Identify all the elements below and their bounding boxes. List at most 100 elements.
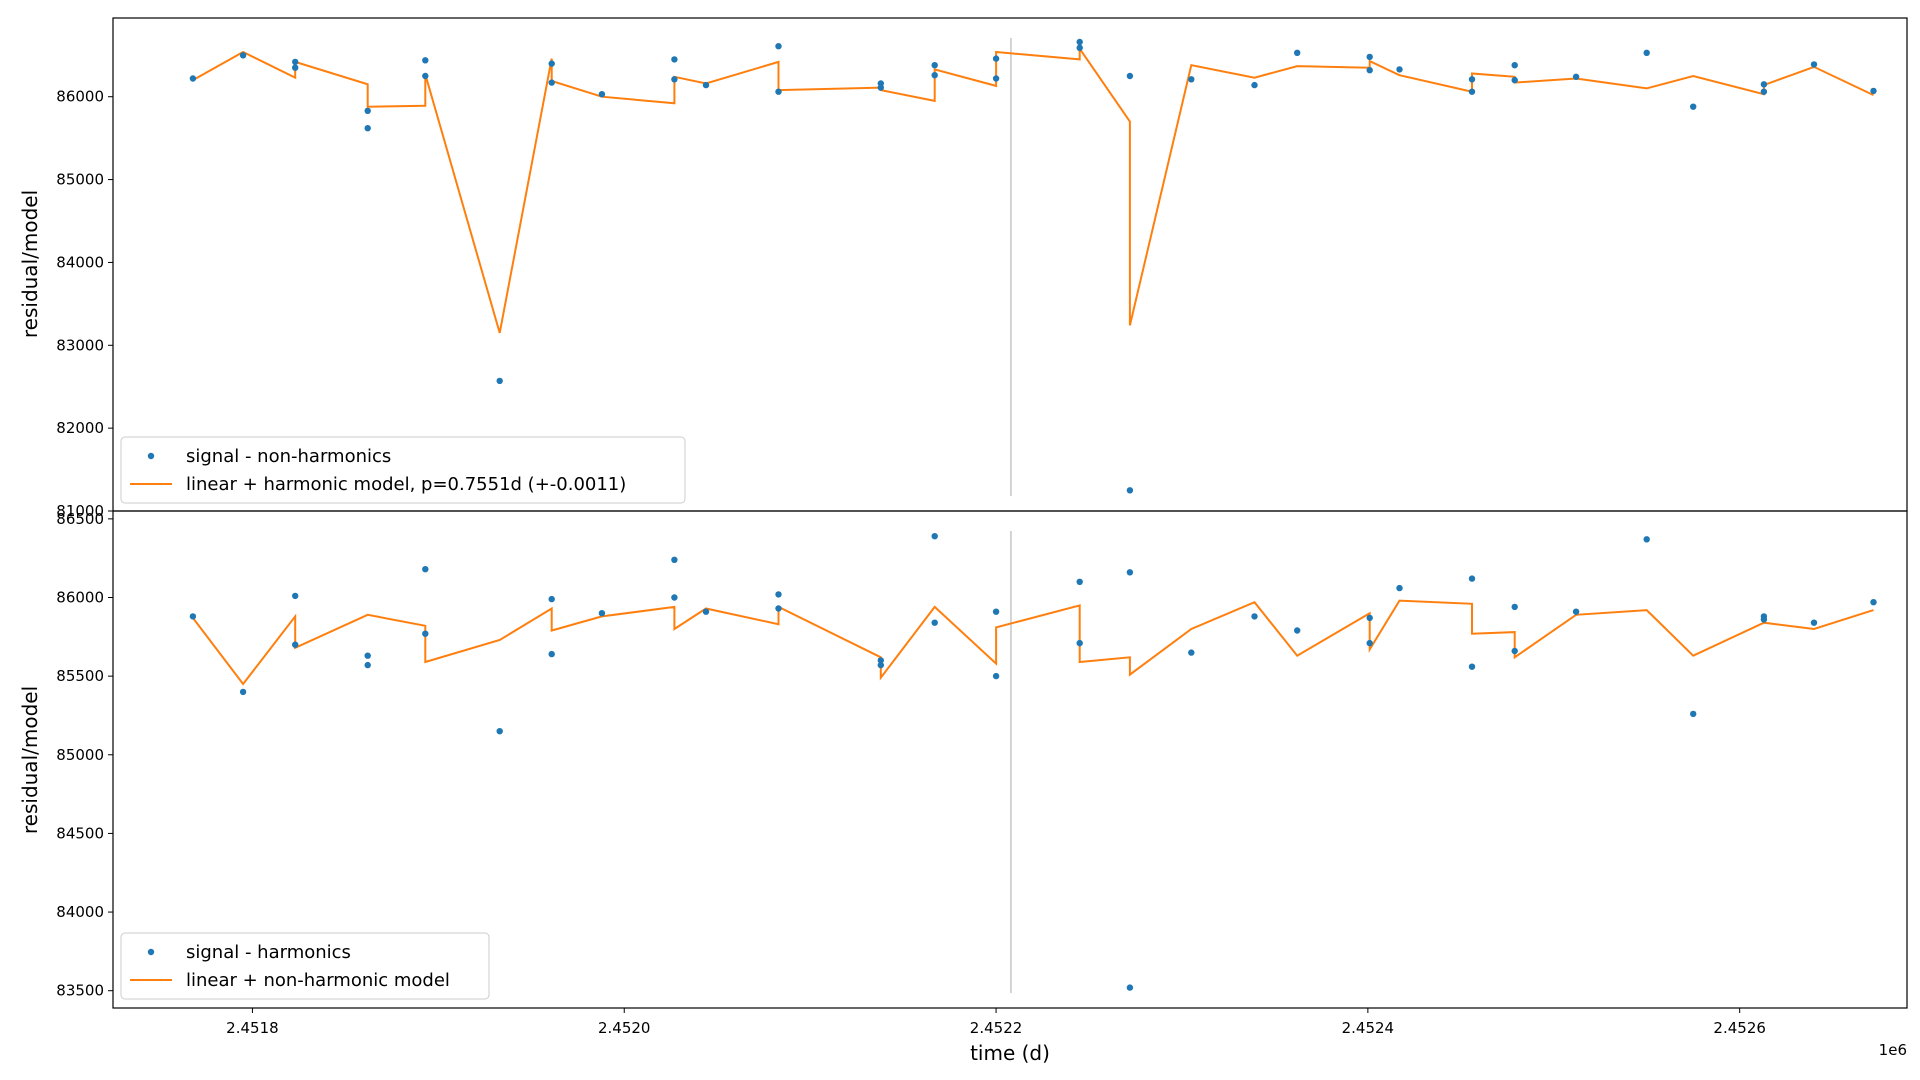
bottom-data-point — [1251, 613, 1258, 620]
bottom-data-point — [992, 608, 1000, 615]
bottom-model-line — [192, 599, 1874, 686]
top-data-point — [548, 79, 555, 86]
bottom-y-tick-label: 86000 — [56, 589, 104, 607]
bottom-data-point — [496, 728, 503, 735]
x-tick-label: 2.4526 — [1713, 1019, 1766, 1037]
bottom-data-point — [422, 566, 429, 573]
bottom-data-point — [1076, 639, 1083, 647]
bottom-data-point — [1810, 619, 1818, 626]
top-data-point — [992, 55, 1000, 62]
bottom-data-point — [1396, 584, 1403, 592]
top-data-point — [1870, 87, 1877, 95]
top-data-point — [1188, 76, 1195, 83]
x-axis-label: time (d) — [970, 1041, 1050, 1065]
x-tick-label: 2.4522 — [970, 1019, 1023, 1037]
bottom-y-tick-label: 85500 — [56, 667, 104, 685]
top-data-point — [992, 75, 1000, 82]
bottom-data-point — [1126, 984, 1134, 991]
bottom-data-point — [1188, 649, 1195, 656]
bottom-data-point — [877, 661, 884, 669]
bottom-data-point — [877, 657, 884, 664]
top-data-point — [189, 75, 197, 82]
bottom-data-point — [931, 619, 938, 626]
bottom-y-tick-label: 83500 — [56, 982, 104, 1000]
top-data-point — [292, 64, 299, 71]
top-data-point — [1126, 487, 1134, 494]
x-axis-offset-label: 1e6 — [1879, 1041, 1907, 1059]
bottom-data-point — [1126, 569, 1134, 576]
top-data-point — [671, 56, 678, 63]
bottom-data-point — [775, 605, 782, 612]
bottom-data-point — [1572, 608, 1580, 615]
bottom-plot-panel: 83500 84000 84500 85000 85500 86000 86500 2.45… — [18, 510, 1908, 1065]
bottom-plot-content — [189, 531, 1877, 993]
bottom-y-tick-label: 85000 — [56, 746, 104, 764]
top-data-point — [1511, 61, 1518, 69]
bottom-data-point — [364, 661, 371, 669]
bottom-data-point — [1690, 710, 1697, 718]
top-y-tick-label: 83000 — [56, 336, 104, 354]
top-data-point — [1076, 44, 1083, 51]
top-data-point — [292, 58, 299, 66]
top-legend-scatter-marker — [147, 452, 155, 460]
bottom-data-point — [702, 608, 710, 615]
top-data-point — [1396, 66, 1403, 73]
top-data-point — [598, 91, 606, 98]
bottom-data-point — [1468, 575, 1476, 582]
top-data-point — [1810, 61, 1818, 68]
bottom-data-point — [292, 641, 299, 648]
bottom-data-point — [1076, 578, 1083, 585]
top-data-point — [422, 57, 429, 64]
top-y-axis-label: residual/model — [18, 190, 42, 338]
top-y-tick-label: 86000 — [56, 88, 104, 106]
top-data-point — [1294, 49, 1301, 56]
top-data-point — [239, 52, 247, 59]
top-data-point — [1690, 103, 1697, 110]
top-legend-line-label: linear + harmonic model, p=0.7551d (+-0.… — [186, 474, 626, 495]
top-data-point — [496, 377, 503, 385]
x-tick-label: 2.4520 — [598, 1019, 651, 1037]
top-data-point — [364, 125, 371, 132]
top-data-point — [1076, 38, 1083, 46]
bottom-y-axis-label: residual/model — [18, 686, 42, 834]
bottom-data-point — [1294, 627, 1301, 634]
top-y-ticks: 81000 82000 83000 84000 85000 86000 — [56, 88, 113, 520]
top-legend-scatter-label: signal - non-harmonics — [186, 446, 391, 467]
bottom-data-point — [931, 533, 938, 540]
top-legend: signal - non-harmonics linear + harmonic… — [120, 436, 686, 504]
bottom-legend-scatter-marker — [147, 948, 155, 956]
top-data-point — [1366, 53, 1373, 61]
bottom-data-point — [671, 556, 678, 563]
bottom-data-point — [189, 613, 197, 620]
bottom-data-point — [1366, 614, 1373, 622]
bottom-data-point — [292, 592, 299, 600]
bottom-data-point — [422, 630, 429, 637]
top-data-point — [1251, 81, 1258, 89]
top-y-tick-label: 85000 — [56, 171, 104, 189]
bottom-data-point — [548, 595, 555, 603]
top-data-point — [1760, 81, 1768, 88]
top-data-point — [931, 72, 938, 79]
bottom-data-point — [598, 610, 606, 617]
top-data-point — [1511, 76, 1518, 84]
top-data-point — [1468, 76, 1476, 83]
top-plot-panel: 81000 82000 83000 84000 85000 86000 residual/… — [18, 17, 1908, 520]
x-ticks: 2.4518 2.4520 2.4522 2.4524 2.4526 — [226, 1008, 1766, 1037]
bottom-legend-scatter-label: signal - harmonics — [186, 942, 351, 963]
bottom-y-tick-label: 84500 — [56, 824, 104, 842]
bottom-y-tick-label: 84000 — [56, 903, 104, 921]
bottom-data-point — [1643, 536, 1650, 543]
top-data-point — [1643, 49, 1650, 56]
top-data-point — [1126, 72, 1134, 80]
top-y-tick-label: 82000 — [56, 419, 104, 437]
top-data-point — [877, 84, 884, 91]
bottom-y-tick-label: 86500 — [56, 510, 104, 528]
top-data-point — [931, 61, 938, 69]
top-data-point — [1468, 88, 1476, 95]
top-data-point — [671, 76, 678, 83]
top-data-point — [422, 72, 429, 80]
bottom-data-point — [1870, 599, 1877, 606]
top-data-point — [775, 88, 782, 95]
bottom-data-point — [1760, 616, 1768, 623]
